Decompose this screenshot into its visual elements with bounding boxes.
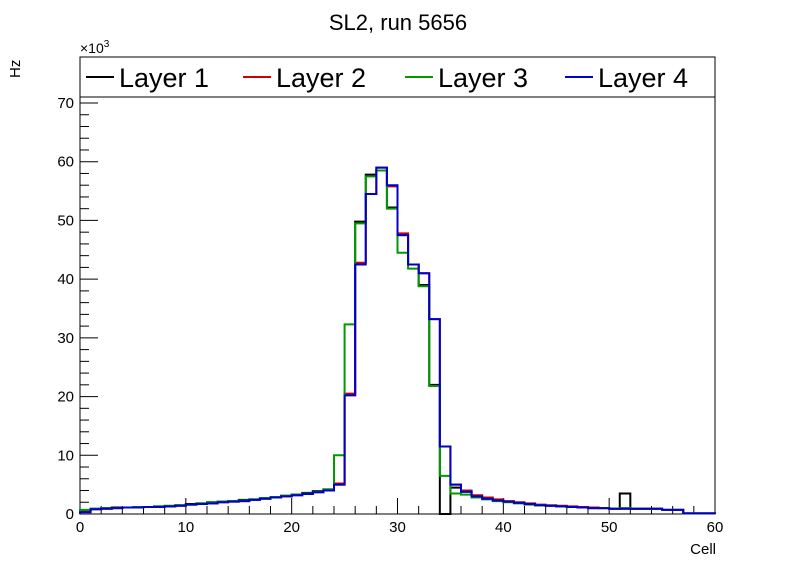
- legend-box: [79, 56, 716, 98]
- x-tick-label: 60: [707, 519, 724, 536]
- legend-label: Layer 3: [438, 63, 528, 93]
- y-axis-label: Hz: [7, 60, 24, 78]
- y-tick-label: 20: [57, 389, 74, 406]
- x-tick-label: 40: [495, 519, 512, 536]
- series-group: [79, 166, 716, 515]
- plot-frame: [79, 56, 716, 515]
- y-tick-label: 30: [57, 330, 74, 347]
- series-layer-4: [79, 166, 716, 515]
- chart-title: SL2, run 5656: [329, 10, 467, 35]
- y-multiplier: ×103: [80, 39, 110, 56]
- y-tick-label: 60: [57, 154, 74, 171]
- y-tick-label: 10: [57, 447, 74, 464]
- y-tick-label: 50: [57, 212, 74, 229]
- legend-label: Layer 2: [276, 63, 366, 93]
- x-tick-label: 30: [389, 519, 406, 536]
- y-tick-label: 70: [57, 95, 74, 112]
- axes: 0 10 20 30 40 50 60 0 10 20 30 40 50 60 70: [57, 56, 724, 536]
- x-axis-label: Cell: [690, 541, 716, 558]
- x-tick-label: 50: [601, 519, 618, 536]
- y-tick-label: 40: [57, 271, 74, 288]
- x-tick-label: 10: [177, 519, 194, 536]
- y-tick-label: 0: [66, 506, 74, 523]
- x-tick-label: 0: [76, 519, 84, 536]
- x-tick-label: 20: [283, 519, 300, 536]
- legend-label: Layer 4: [598, 63, 688, 93]
- legend: Layer 1 Layer 2 Layer 3 Layer 4: [79, 56, 716, 98]
- legend-label: Layer 1: [119, 63, 209, 93]
